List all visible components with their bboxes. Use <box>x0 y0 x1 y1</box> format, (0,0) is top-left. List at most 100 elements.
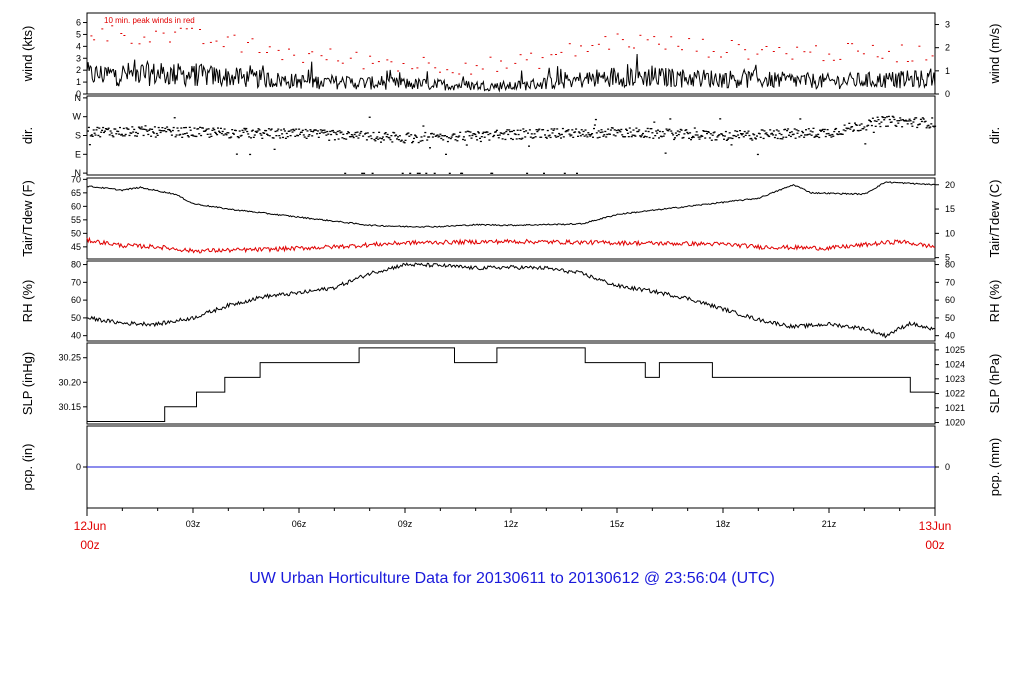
wind-direction-point <box>268 135 271 137</box>
wind-direction-point <box>416 172 419 174</box>
wind-direction-point <box>219 127 222 129</box>
wind-direction-point <box>356 131 359 133</box>
wind-direction-point <box>778 132 781 135</box>
wind-direction-point <box>627 136 630 138</box>
wind-direction-point <box>407 132 410 134</box>
wind-direction-point <box>807 128 810 130</box>
wind-direction-point <box>615 129 618 132</box>
wind-direction-point <box>685 129 688 131</box>
wind-direction-point <box>747 130 750 132</box>
wind-direction-point <box>361 172 364 174</box>
x-end-hour: 00z <box>925 538 944 552</box>
wind-direction-point <box>479 140 482 143</box>
wind-direction-point <box>354 131 357 134</box>
peak-wind-point <box>281 59 284 61</box>
y-right-tick-label: 80 <box>945 260 955 270</box>
wind-direction-point <box>602 135 605 137</box>
wind-direction-point <box>848 122 851 124</box>
wind-direction-point <box>175 134 178 136</box>
peak-wind-point <box>93 39 96 41</box>
y-tick-label: 4 <box>76 41 81 51</box>
wind-direction-point <box>125 127 128 129</box>
wind-direction-point <box>237 137 240 139</box>
peak-wind-point <box>828 53 831 55</box>
peak-wind-point <box>519 54 522 56</box>
wind-direction-point <box>394 135 397 137</box>
air-temperature-line <box>86 181 936 228</box>
wind-direction-point <box>692 136 695 138</box>
wind-direction-point <box>591 133 594 135</box>
wind-direction-point <box>664 152 667 154</box>
wind-direction-point <box>465 144 468 146</box>
wind-direction-point <box>350 134 353 136</box>
wind-direction-point <box>405 133 408 136</box>
wind-direction-point <box>165 131 168 133</box>
wind-direction-point <box>130 132 133 134</box>
peak-wind-point <box>791 58 794 60</box>
x-tick-label: 18z <box>716 519 731 529</box>
wind-direction-point <box>374 140 377 142</box>
wind-direction-point <box>321 129 324 131</box>
wind-direction-point <box>207 128 210 130</box>
peak-wind-point <box>918 45 921 47</box>
wind-direction-point <box>727 137 730 139</box>
peak-wind-point <box>422 56 425 58</box>
wind-direction-point <box>397 139 400 141</box>
y-right-tick-label: 1024 <box>945 360 965 370</box>
peak-wind-point <box>106 40 109 42</box>
peak-wind-point <box>123 35 126 36</box>
wind-direction-point <box>298 128 301 130</box>
wind-direction-point <box>870 124 873 127</box>
wind-direction-point <box>477 131 480 133</box>
wind-direction-point <box>417 141 420 144</box>
wind-direction-point <box>342 133 345 135</box>
wind-direction-point <box>457 136 460 138</box>
wind-direction-point <box>238 130 241 132</box>
wind-direction-point <box>658 130 661 133</box>
wind-direction-point <box>766 134 769 136</box>
wind-direction-point <box>878 123 881 125</box>
wind-direction-point <box>393 132 396 134</box>
wind-direction-point <box>534 136 537 138</box>
wind-direction-point <box>286 136 289 138</box>
peak-wind-point <box>851 43 854 45</box>
wind-direction-point <box>658 137 660 139</box>
peak-wind-point <box>822 60 825 62</box>
panel-5: 30.15 30.20 30.25 1020 1021 1022 1023 1024 1025 S… <box>20 342 1002 428</box>
wind-direction-point <box>713 131 716 133</box>
wind-direction-point <box>577 135 579 137</box>
wind-direction-point <box>111 134 114 137</box>
wind-direction-point <box>118 133 121 135</box>
wind-direction-point <box>642 132 644 135</box>
wind-direction-point <box>582 130 585 133</box>
wind-direction-point <box>418 172 421 174</box>
wind-direction-point <box>543 172 545 174</box>
y-right-tick-label: 1021 <box>945 403 965 413</box>
wind-direction-point <box>437 136 440 138</box>
wind-direction-point <box>618 130 621 132</box>
y-right-tick-label: 3 <box>945 20 950 30</box>
wind-direction-point <box>641 134 643 136</box>
wind-direction-point <box>621 134 624 136</box>
y-tick-label: N <box>75 93 82 103</box>
wind-direction-point <box>306 130 309 132</box>
wind-direction-point <box>876 116 879 118</box>
relative-humidity-line <box>87 262 936 339</box>
wind-direction-point <box>114 128 117 130</box>
peak-wind-point <box>416 67 419 69</box>
wind-direction-point <box>665 128 668 130</box>
wind-direction-point <box>915 117 918 119</box>
wind-direction-point <box>430 132 433 135</box>
wind-direction-point <box>689 132 692 134</box>
wind-direction-point <box>323 129 326 131</box>
wind-direction-point <box>426 139 429 141</box>
wind-direction-point <box>243 127 246 130</box>
wind-direction-point <box>180 127 183 129</box>
chart-title: UW Urban Horticulture Data for 20130611 … <box>249 570 775 587</box>
wind-direction-point <box>897 122 900 124</box>
wind-direction-point <box>603 134 606 136</box>
wind-direction-point <box>769 129 772 131</box>
wind-direction-point <box>688 137 691 139</box>
wind-direction-point <box>894 124 897 127</box>
